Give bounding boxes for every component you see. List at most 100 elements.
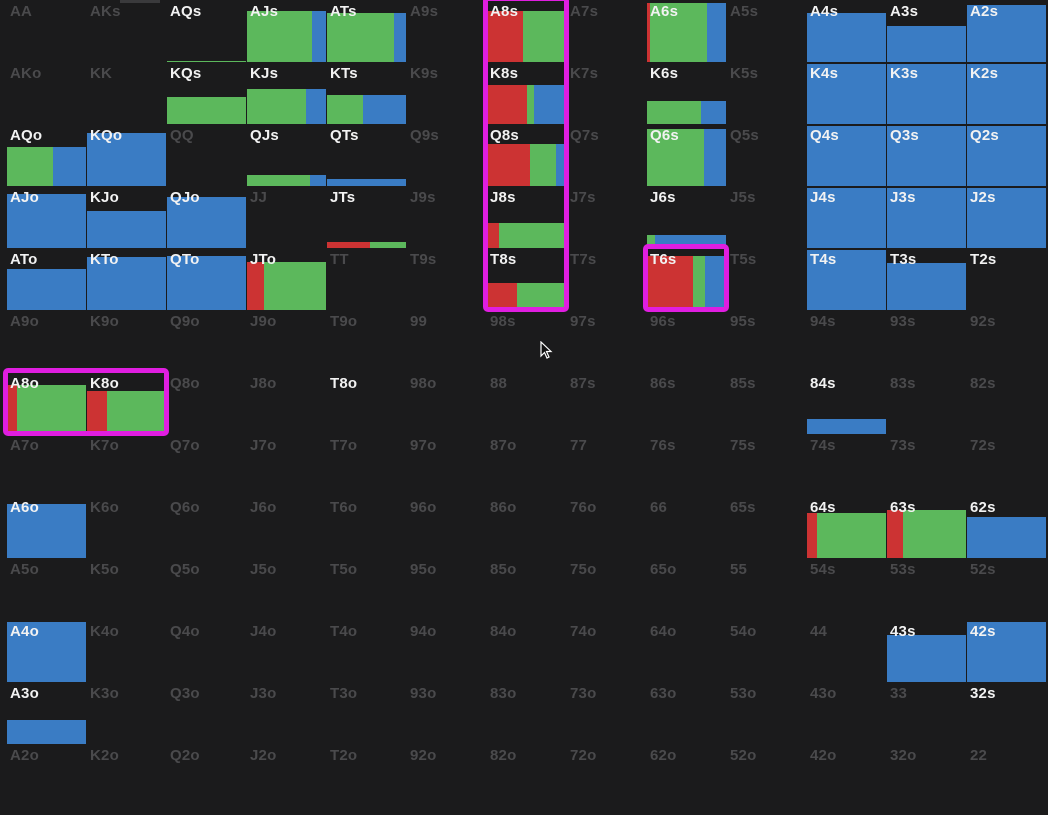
hand-cell[interactable]: 32o (887, 744, 967, 806)
hand-cell[interactable]: J4o (247, 620, 327, 682)
hand-cell[interactable]: 94o (407, 620, 487, 682)
hand-cell[interactable]: AKs (87, 0, 167, 62)
hand-cell[interactable]: Q2o (167, 744, 247, 806)
hand-cell[interactable]: 92s (967, 310, 1047, 372)
hand-cell[interactable]: 86s (647, 372, 727, 434)
hand-cell[interactable]: 54s (807, 558, 887, 620)
hand-cell[interactable]: 99 (407, 310, 487, 372)
hand-cell[interactable]: J8s (487, 186, 567, 248)
hand-cell[interactable]: 83o (487, 682, 567, 744)
hand-cell[interactable]: K5s (727, 62, 807, 124)
hand-cell[interactable]: 96o (407, 496, 487, 558)
hand-cell[interactable]: 32s (967, 682, 1047, 744)
hand-cell[interactable]: 63o (647, 682, 727, 744)
hand-cell[interactable]: QTo (167, 248, 247, 310)
hand-cell[interactable]: Q3s (887, 124, 967, 186)
hand-cell[interactable]: 82o (487, 744, 567, 806)
hand-cell[interactable]: A9o (7, 310, 87, 372)
hand-cell[interactable]: Q6s (647, 124, 727, 186)
hand-cell[interactable]: T9s (407, 248, 487, 310)
hand-cell[interactable]: T7s (567, 248, 647, 310)
hand-cell[interactable]: A5o (7, 558, 87, 620)
hand-cell[interactable]: QTs (327, 124, 407, 186)
hand-cell[interactable]: A5s (727, 0, 807, 62)
hand-cell[interactable]: 97o (407, 434, 487, 496)
hand-cell[interactable]: 95s (727, 310, 807, 372)
hand-cell[interactable]: K9s (407, 62, 487, 124)
hand-cell[interactable]: A3o (7, 682, 87, 744)
hand-cell[interactable]: K8s (487, 62, 567, 124)
hand-cell[interactable]: 84o (487, 620, 567, 682)
hand-cell[interactable]: AA (7, 0, 87, 62)
hand-cell[interactable]: A4o (7, 620, 87, 682)
hand-cell[interactable]: 76o (567, 496, 647, 558)
hand-cell[interactable]: T9o (327, 310, 407, 372)
hand-cell[interactable]: Q3o (167, 682, 247, 744)
hand-cell[interactable]: J5s (727, 186, 807, 248)
hand-cell[interactable]: KJs (247, 62, 327, 124)
hand-cell[interactable]: T6s (647, 248, 727, 310)
hand-cell[interactable]: T8o (327, 372, 407, 434)
hand-cell[interactable]: 92o (407, 744, 487, 806)
hand-cell[interactable]: 52o (727, 744, 807, 806)
hand-cell[interactable]: JJ (247, 186, 327, 248)
hand-cell[interactable]: K3o (87, 682, 167, 744)
hand-cell[interactable]: 64o (647, 620, 727, 682)
hand-cell[interactable]: A7o (7, 434, 87, 496)
hand-cell[interactable]: T5s (727, 248, 807, 310)
hand-cell[interactable]: QJs (247, 124, 327, 186)
hand-cell[interactable]: J9o (247, 310, 327, 372)
hand-cell[interactable]: J3o (247, 682, 327, 744)
hand-cell[interactable]: A2o (7, 744, 87, 806)
hand-cell[interactable]: Q9o (167, 310, 247, 372)
hand-cell[interactable]: 84s (807, 372, 887, 434)
hand-cell[interactable]: T2o (327, 744, 407, 806)
hand-cell[interactable]: J2s (967, 186, 1047, 248)
hand-cell[interactable]: 98s (487, 310, 567, 372)
hand-cell[interactable]: ATo (7, 248, 87, 310)
hand-cell[interactable]: 53o (727, 682, 807, 744)
hand-cell[interactable]: 85o (487, 558, 567, 620)
hand-cell[interactable]: J4s (807, 186, 887, 248)
hand-cell[interactable]: KTo (87, 248, 167, 310)
hand-cell[interactable]: T3s (887, 248, 967, 310)
hand-cell[interactable]: T2s (967, 248, 1047, 310)
hand-cell[interactable]: Q2s (967, 124, 1047, 186)
hand-cell[interactable]: 96s (647, 310, 727, 372)
hand-cell[interactable]: ATs (327, 0, 407, 62)
hand-cell[interactable]: 76s (647, 434, 727, 496)
hand-cell[interactable]: K2o (87, 744, 167, 806)
hand-cell[interactable]: Q5o (167, 558, 247, 620)
hand-cell[interactable]: T8s (487, 248, 567, 310)
hand-cell[interactable]: 72o (567, 744, 647, 806)
hand-cell[interactable]: 98o (407, 372, 487, 434)
hand-cell[interactable]: A7s (567, 0, 647, 62)
hand-cell[interactable]: A9s (407, 0, 487, 62)
hand-cell[interactable]: AJs (247, 0, 327, 62)
hand-cell[interactable]: 55 (727, 558, 807, 620)
hand-cell[interactable]: 52s (967, 558, 1047, 620)
hand-cell[interactable]: Q9s (407, 124, 487, 186)
hand-cell[interactable]: 44 (807, 620, 887, 682)
hand-cell[interactable]: 65s (727, 496, 807, 558)
hand-cell[interactable]: T4o (327, 620, 407, 682)
hand-cell[interactable]: KJo (87, 186, 167, 248)
hand-cell[interactable]: K4s (807, 62, 887, 124)
hand-cell[interactable]: J3s (887, 186, 967, 248)
hand-cell[interactable]: 75o (567, 558, 647, 620)
hand-cell[interactable]: A8s (487, 0, 567, 62)
hand-cell[interactable]: J5o (247, 558, 327, 620)
hand-cell[interactable]: K5o (87, 558, 167, 620)
hand-cell[interactable]: T3o (327, 682, 407, 744)
hand-cell[interactable]: 95o (407, 558, 487, 620)
hand-cell[interactable]: 42o (807, 744, 887, 806)
hand-cell[interactable]: AJo (7, 186, 87, 248)
hand-cell[interactable]: 63s (887, 496, 967, 558)
hand-cell[interactable]: 43s (887, 620, 967, 682)
hand-cell[interactable]: 75s (727, 434, 807, 496)
hand-cell[interactable]: K7s (567, 62, 647, 124)
hand-cell[interactable]: 53s (887, 558, 967, 620)
hand-cell[interactable]: A6o (7, 496, 87, 558)
hand-cell[interactable]: J6o (247, 496, 327, 558)
hand-cell[interactable]: 93s (887, 310, 967, 372)
